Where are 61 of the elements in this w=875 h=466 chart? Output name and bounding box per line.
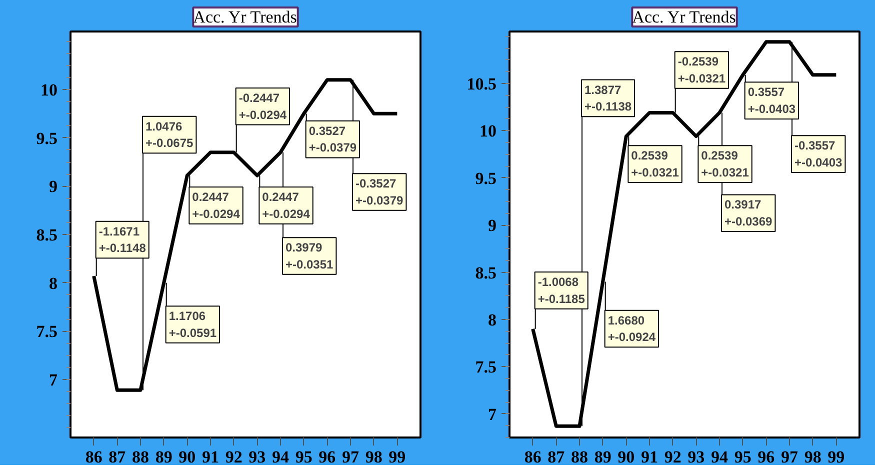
annotation: 0.3527 +-0.0379 xyxy=(308,124,357,155)
x-tick-label: 93 xyxy=(688,448,705,466)
y-tick-label: 7.5 xyxy=(475,358,496,377)
annotation: 0.2447 +-0.0294 xyxy=(262,190,310,221)
x-tick-label: 87 xyxy=(548,448,566,466)
y-tick-label: 9 xyxy=(488,216,496,236)
x-tick-label: 94 xyxy=(711,448,728,466)
annotation: 0.3979 +-0.0351 xyxy=(286,240,334,272)
y-tick-label: 9.5 xyxy=(475,168,496,188)
x-tick-label: 92 xyxy=(225,448,242,466)
x-tick-label: 95 xyxy=(295,448,312,466)
annotation: -0.2447 +-0.0294 xyxy=(238,90,287,122)
x-tick-label: 98 xyxy=(804,448,822,466)
x-tick-label: 93 xyxy=(248,448,266,466)
y-tick-label: 9.5 xyxy=(36,128,58,148)
x-tick-label: 97 xyxy=(781,448,798,466)
annotation: -1.0068 +-0.1185 xyxy=(538,275,586,306)
annotation: -0.3557 +-0.0403 xyxy=(794,138,843,170)
annotation: 1.6680 +-0.0924 xyxy=(608,313,656,344)
x-tick-label: 98 xyxy=(365,448,382,466)
annotation: -1.1671 +-0.1148 xyxy=(98,224,146,256)
y-tick-label: 10 xyxy=(480,122,496,141)
x-tick-label: 90 xyxy=(618,448,635,466)
x-tick-label: 86 xyxy=(85,448,102,466)
y-tick-label: 7 xyxy=(49,370,58,390)
x-tick-label: 99 xyxy=(828,448,845,466)
y-tick-label: 8.5 xyxy=(36,226,58,244)
x-tick-label: 89 xyxy=(594,448,612,466)
x-tick-label: 92 xyxy=(664,448,682,466)
annotation: 0.2539 +-0.0321 xyxy=(631,148,680,180)
y-tick-label: 8.5 xyxy=(475,263,496,282)
annotation: -0.3527 +-0.0379 xyxy=(356,176,404,208)
annotation: 1.3877 +-0.1138 xyxy=(584,82,632,114)
y-tick-label: 8 xyxy=(49,274,58,293)
x-tick-label: 86 xyxy=(524,448,542,466)
annotation: 0.2539 +-0.0321 xyxy=(701,148,750,180)
x-tick-label: 87 xyxy=(108,448,126,466)
y-tick-label: 10 xyxy=(40,80,58,100)
annotation: 0.3557 +-0.0403 xyxy=(748,85,796,116)
x-tick-label: 88 xyxy=(571,448,588,466)
x-tick-label: 91 xyxy=(202,448,219,466)
x-tick-label: 97 xyxy=(342,448,360,466)
y-tick-label: 10.5 xyxy=(466,74,496,94)
annotation: 1.1706 +-0.0591 xyxy=(168,309,217,340)
x-tick-label: 95 xyxy=(734,448,752,466)
annotation: 0.3917 +-0.0369 xyxy=(724,198,773,229)
x-tick-label: 90 xyxy=(178,448,196,466)
y-tick-label: 7 xyxy=(488,404,497,424)
x-tick-label: 91 xyxy=(641,448,658,466)
annotation: 0.2447 +-0.0294 xyxy=(192,190,240,221)
x-tick-label: 99 xyxy=(388,448,406,466)
x-tick-label: 96 xyxy=(758,448,775,466)
annotation: 1.0476 +-0.0675 xyxy=(146,119,194,150)
y-tick-label: 8 xyxy=(488,310,496,330)
x-tick-label: 88 xyxy=(132,448,149,466)
annotation: -0.2539 +-0.0321 xyxy=(678,54,726,86)
y-tick-label: 9 xyxy=(49,177,58,196)
y-tick-label: 7.5 xyxy=(36,322,58,342)
x-tick-label: 94 xyxy=(272,448,290,466)
x-tick-label: 96 xyxy=(318,448,336,466)
x-tick-label: 89 xyxy=(155,448,172,466)
